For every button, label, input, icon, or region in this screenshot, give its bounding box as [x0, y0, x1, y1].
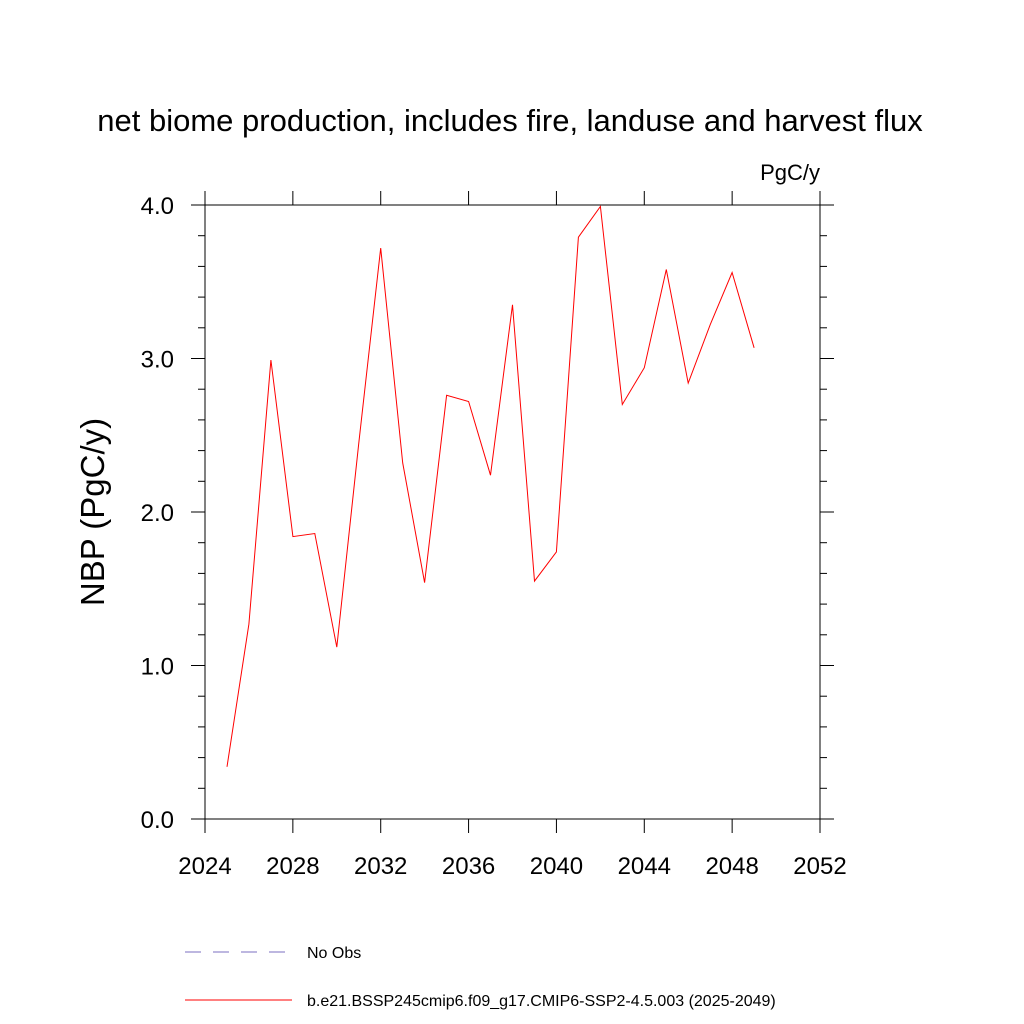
y-tick-label: 1.0: [141, 654, 174, 681]
legend-label: b.e21.BSSP245cmip6.f09_g17.CMIP6-SSP2-4.…: [307, 993, 776, 1010]
y-tick-label: 3.0: [141, 347, 174, 374]
units-label: PgC/y: [760, 160, 820, 185]
axis-ticks: [191, 191, 834, 833]
x-tick-label: 2036: [442, 853, 495, 880]
y-axis-label: NBP (PgC/y): [74, 418, 111, 606]
x-tick-label: 2024: [178, 853, 231, 880]
x-tick-label: 2028: [266, 853, 319, 880]
chart-title: net biome production, includes fire, lan…: [97, 103, 923, 138]
y-tick-label: 0.0: [141, 807, 174, 834]
y-tick-label: 4.0: [141, 193, 174, 220]
legend: No Obs b.e21.BSSP245cmip6.f09_g17.CMIP6-S…: [185, 945, 776, 1010]
tick-labels: 2024 2028 2032 2036 2040 2044 2048 2052 0.0 1.0 2.…: [141, 193, 847, 880]
plot-frame: [204, 204, 821, 820]
x-tick-label: 2040: [530, 853, 583, 880]
y-tick-label: 2.0: [141, 500, 174, 527]
series-line: [226, 205, 755, 767]
x-tick-label: 2032: [354, 853, 407, 880]
x-tick-label: 2048: [705, 853, 758, 880]
series-layer: [226, 205, 755, 767]
x-tick-label: 2044: [618, 853, 671, 880]
legend-label: No Obs: [307, 945, 361, 962]
x-tick-label: 2052: [793, 853, 846, 880]
